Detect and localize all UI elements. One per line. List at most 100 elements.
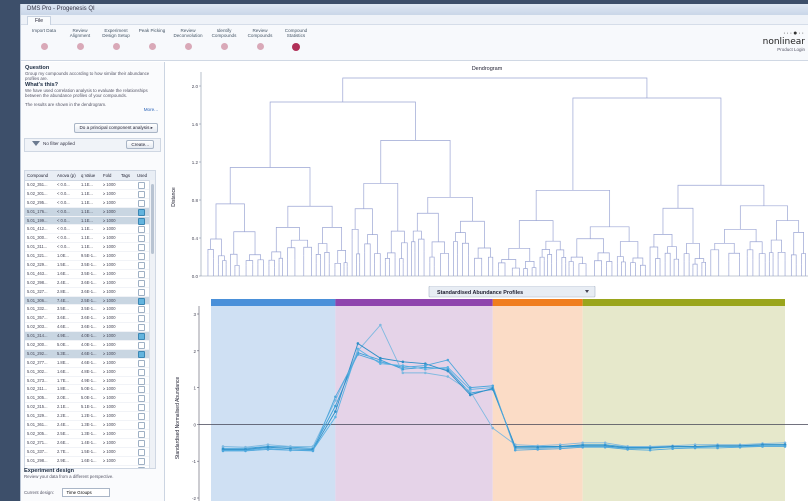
profile-point[interactable] <box>783 445 787 448</box>
table-row[interactable]: 5.02_303... 4.6E... 3.6E-1... ≥ 1000 <box>25 323 155 333</box>
profile-point[interactable] <box>446 358 450 362</box>
profile-point[interactable] <box>221 445 225 448</box>
table-row[interactable]: 5.02_371... 2.6E... 1.4E-1... ≥ 1000 <box>25 439 155 448</box>
used-checkbox[interactable] <box>138 324 145 332</box>
table-row[interactable]: 5.01_306... 7.4E... 2.5E-1... ≥ 1000 <box>25 296 155 306</box>
table-row[interactable]: 5.01_329... 2.2E... 1.2E-1... ≥ 1000 <box>25 412 155 422</box>
profile-point[interactable] <box>424 366 427 369</box>
used-checkbox[interactable] <box>138 342 145 350</box>
table-row[interactable]: 5.02_311... 1.8E... 5.0E-1... ≥ 1000 <box>25 385 155 395</box>
profile-point[interactable] <box>244 449 247 453</box>
used-checkbox[interactable] <box>138 457 145 465</box>
profile-point[interactable] <box>716 444 719 448</box>
group-header[interactable] <box>335 299 493 306</box>
workflow-step-indicator[interactable] <box>76 43 84 50</box>
profile-type-dropdown[interactable] <box>428 285 596 298</box>
current-design-select[interactable]: Time Groups <box>62 488 111 498</box>
workflow-step[interactable]: Review Deconvolution <box>171 28 205 50</box>
profile-series-line[interactable] <box>222 324 786 448</box>
workflow-step[interactable]: Review Compounds <box>243 28 277 50</box>
table-row[interactable]: 5.01_300... < 0.0... 1.1E... ≥ 1000 <box>25 234 155 244</box>
table-row[interactable]: 5.02_310... 3.0E... 1.7E-1... ≥ 1000 <box>25 466 155 468</box>
header-compound[interactable]: Compound <box>27 173 49 178</box>
profile-point[interactable] <box>468 393 472 397</box>
table-row[interactable]: 5.02_315... 2.1E... 5.1E-1... ≥ 1000 <box>25 403 155 413</box>
profile-point[interactable] <box>334 395 337 399</box>
profile-point[interactable] <box>401 371 405 375</box>
profile-point[interactable] <box>424 362 427 365</box>
profile-point[interactable] <box>446 366 450 369</box>
create-filter-button[interactable]: Create... <box>126 140 154 150</box>
profile-point[interactable] <box>468 386 472 389</box>
profile-point[interactable] <box>783 443 787 446</box>
header-qvalue[interactable]: q Value <box>81 173 96 178</box>
table-row[interactable]: 5.01_463... 1.6E... 3.5E-1... ≥ 1000 <box>25 270 155 279</box>
table-row[interactable]: 5.01_412... < 0.0... 1.1E... ≥ 1000 <box>25 225 155 235</box>
profile-point[interactable] <box>648 446 652 450</box>
profile-point[interactable] <box>311 445 315 448</box>
table-row[interactable]: 5.02_300... 5.0E... 4.0E-1... ≥ 1000 <box>25 341 155 350</box>
profile-series-line[interactable] <box>223 353 785 452</box>
used-checkbox[interactable] <box>138 359 145 367</box>
profile-point[interactable] <box>289 445 292 448</box>
profile-point[interactable] <box>536 445 540 449</box>
workflow-step-indicator[interactable] <box>40 43 48 50</box>
table-row[interactable]: 5.01_361... 2.4E... 1.3E-1... ≥ 1000 <box>25 421 155 430</box>
profile-point[interactable] <box>334 410 337 413</box>
dendrogram-svg[interactable]: Dendrogram Distance 2.0 1.6 1.2 0.8 0.4 0.0 <box>165 62 808 286</box>
workflow-step[interactable]: Import Data <box>27 28 61 50</box>
header-anova[interactable]: Anova (p) <box>57 173 76 178</box>
profile-point[interactable] <box>536 448 540 451</box>
workflow-step-indicator[interactable] <box>220 43 228 50</box>
profile-point[interactable] <box>738 445 742 449</box>
used-checkbox[interactable] <box>138 350 145 358</box>
workflow-step[interactable]: Experiment Design Setup <box>99 28 133 50</box>
profile-point[interactable] <box>379 323 382 327</box>
group-header[interactable] <box>211 299 336 306</box>
used-checkbox[interactable] <box>138 226 145 234</box>
profile-point[interactable] <box>424 367 427 371</box>
used-checkbox[interactable] <box>138 297 145 305</box>
used-checkbox[interactable] <box>138 190 145 198</box>
table-row[interactable]: 5.02_351... < 0.0... 1.1E... ≥ 1000 <box>25 181 155 190</box>
product-login-link[interactable]: Product Login <box>777 47 805 52</box>
profile-point[interactable] <box>468 389 472 393</box>
table-row[interactable]: 5.01_314... 4.9E... 4.0E-1... ≥ 1000 <box>25 332 155 342</box>
profile-point[interactable] <box>379 362 382 365</box>
profile-point[interactable] <box>401 360 405 364</box>
profile-point[interactable] <box>244 445 247 449</box>
table-row[interactable]: 5.01_302... 1.6E... 4.8E-1... ≥ 1000 <box>25 368 155 377</box>
profile-point[interactable] <box>558 445 562 448</box>
scroll-thumb[interactable] <box>151 184 154 254</box>
used-checkbox[interactable] <box>138 422 145 430</box>
profile-point[interactable] <box>379 360 382 364</box>
file-tab[interactable]: File <box>27 16 52 25</box>
more-link[interactable]: More... <box>143 107 158 113</box>
used-checkbox[interactable] <box>138 217 145 225</box>
used-checkbox[interactable] <box>138 244 145 252</box>
profile-point[interactable] <box>558 443 562 446</box>
workflow-step-indicator[interactable] <box>112 43 120 50</box>
used-checkbox[interactable] <box>138 377 145 385</box>
used-checkbox[interactable] <box>138 235 145 243</box>
profile-point[interactable] <box>671 447 674 450</box>
used-checkbox[interactable] <box>138 182 145 189</box>
profile-point[interactable] <box>761 443 764 446</box>
profile-point[interactable] <box>334 399 337 402</box>
group-header[interactable] <box>582 299 785 306</box>
profile-point[interactable] <box>311 449 315 453</box>
used-checkbox[interactable] <box>138 279 145 287</box>
used-checkbox[interactable] <box>138 306 145 314</box>
table-row[interactable]: 5.01_305... 2.0E... 5.0E-1... ≥ 1000 <box>25 394 155 404</box>
workflow-step-indicator[interactable] <box>256 43 264 50</box>
table-row[interactable]: 5.02_301... < 0.0... 1.1E... ≥ 1000 <box>25 190 155 199</box>
profile-point[interactable] <box>761 445 764 448</box>
used-checkbox[interactable] <box>138 368 145 376</box>
table-row[interactable]: 5.01_311... < 0.0... 1.1E... ≥ 1000 <box>25 243 155 253</box>
profile-point[interactable] <box>716 446 719 450</box>
table-row[interactable]: 5.02_377... 1.8E... 4.6E-1... ≥ 1000 <box>25 359 155 368</box>
profile-point[interactable] <box>266 445 270 449</box>
used-checkbox[interactable] <box>138 333 145 341</box>
profile-point[interactable] <box>424 371 427 375</box>
workflow-step-indicator[interactable] <box>184 43 192 50</box>
